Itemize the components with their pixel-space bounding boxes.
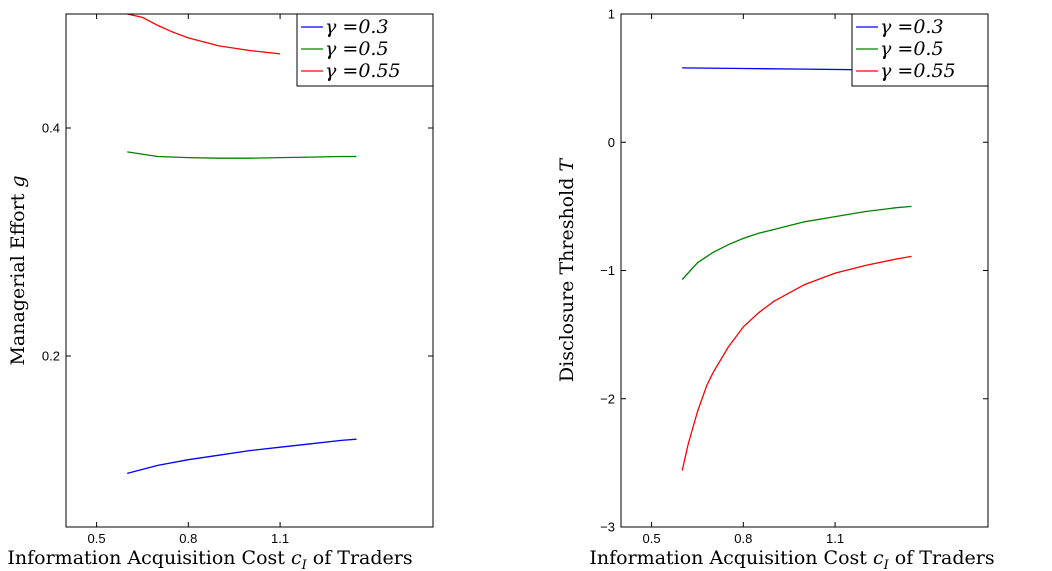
legend: γ =0.3γ =0.5γ =0.55 bbox=[851, 13, 989, 87]
y-tick-label: 1 bbox=[608, 7, 615, 22]
series-line-3 bbox=[681, 255, 912, 471]
y-tick-label: 0 bbox=[608, 135, 615, 150]
legend-label-1: γ =0.3 bbox=[325, 16, 389, 38]
plot-frame bbox=[65, 13, 434, 528]
chart-2: 0.5 0.8 1.1 −3 −2 −1 0 1 Information Acquisition… bbox=[556, 7, 995, 571]
x-tick-label: 1.1 bbox=[271, 531, 289, 546]
y-axis-label: Disclosure Threshold T bbox=[556, 158, 578, 383]
y-tick-label: 0.2 bbox=[42, 349, 60, 364]
series-line-3 bbox=[127, 13, 281, 55]
legend-box bbox=[296, 13, 434, 87]
y-tick-label: −3 bbox=[600, 520, 615, 535]
series-line-2 bbox=[127, 151, 357, 159]
chart-1: 0.5 0.8 1.1 0.2 0.4 Information Acquisition C… bbox=[7, 13, 434, 571]
plot-frame bbox=[620, 13, 989, 528]
legend-box bbox=[851, 13, 989, 87]
legend-label-2: γ =0.5 bbox=[880, 38, 944, 60]
series-line-2 bbox=[681, 205, 912, 280]
x-tick-label: 0.8 bbox=[734, 531, 752, 546]
y-tick-label: 0.4 bbox=[42, 121, 60, 136]
x-axis-label: Information Acquisition Cost cI of Trade… bbox=[7, 547, 412, 571]
y-tick-label: −1 bbox=[600, 263, 615, 278]
x-axis-label: Information Acquisition Cost cI of Trade… bbox=[589, 547, 994, 571]
x-tick-label: 0.5 bbox=[643, 531, 661, 546]
series-line-1 bbox=[682, 67, 866, 71]
legend-label-2: γ =0.5 bbox=[325, 38, 389, 60]
legend-label-1: γ =0.3 bbox=[880, 16, 944, 38]
x-tick-label: 0.8 bbox=[179, 531, 197, 546]
series-line-1 bbox=[127, 438, 357, 475]
x-tick-label: 0.5 bbox=[88, 531, 106, 546]
legend: γ =0.3γ =0.5γ =0.55 bbox=[296, 13, 434, 87]
legend-label-3: γ =0.55 bbox=[325, 60, 401, 82]
y-tick-label: −2 bbox=[600, 391, 615, 406]
y-axis-label: Managerial Effort g bbox=[7, 175, 29, 365]
legend-label-3: γ =0.55 bbox=[880, 60, 956, 82]
x-tick-label: 1.1 bbox=[826, 531, 844, 546]
